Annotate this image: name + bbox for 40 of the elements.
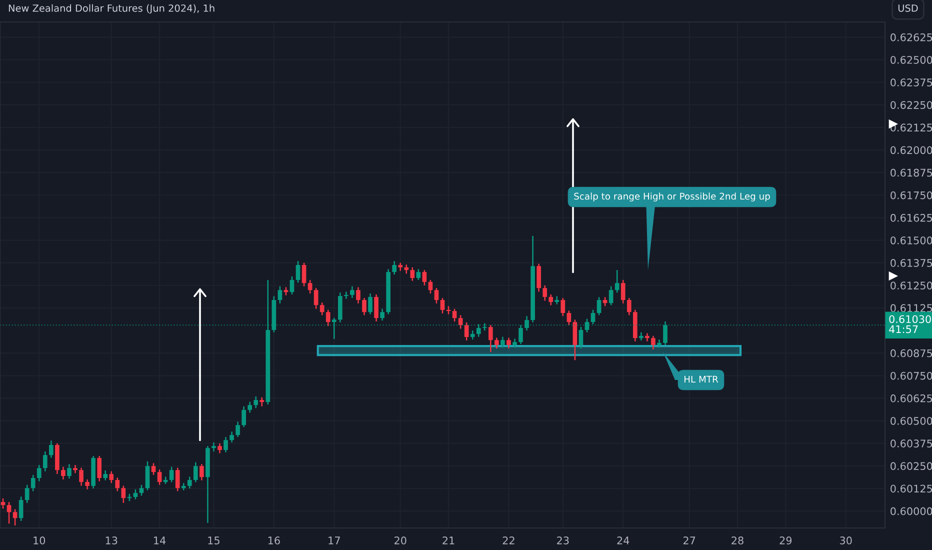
y-tick-label: 0.60000	[890, 507, 932, 516]
x-tick-label: 21	[442, 536, 454, 544]
y-tick-label: 0.61625	[890, 214, 932, 222]
annotation: HL MTR	[684, 376, 718, 383]
x-tick-label: 14	[154, 536, 166, 544]
x-tick-label: 28	[732, 536, 744, 544]
y-tick-label: 0.60250	[890, 462, 932, 470]
y-tick-label: 0.62250	[890, 101, 932, 109]
y-tick-label: 0.60125	[890, 484, 932, 493]
x-tick-label: 15	[208, 536, 220, 544]
x-tick-label: 20	[394, 536, 406, 544]
y-tick-label: 0.61125	[890, 304, 932, 312]
x-tick-label: 17	[328, 536, 340, 544]
text: USD	[898, 4, 918, 12]
x-tick-label: 22	[502, 536, 514, 544]
y-tick-label: 0.62625	[890, 33, 932, 42]
x-tick-label: 10	[34, 536, 46, 544]
y-tick-label: 0.62500	[890, 56, 932, 64]
x-tick-label: 29	[780, 536, 792, 544]
x-tick-label: 24	[617, 536, 630, 544]
x-tick-label: 27	[683, 536, 696, 544]
y-tick-label: 0.61375	[890, 259, 932, 267]
y-tick-label: 0.61250	[890, 282, 932, 290]
x-tick-label: 30	[840, 536, 852, 544]
chart-title: New Zealand Dollar Futures (Jun 2024), 1h	[8, 4, 214, 14]
x-tick-label: 16	[268, 536, 280, 544]
y-tick-label: 0.61875	[890, 168, 932, 177]
y-tick-label: 0.60875	[890, 349, 932, 358]
y-tick-label: 0.62375	[890, 78, 932, 86]
x-tick-label: 13	[106, 536, 118, 544]
x-tick-label: 23	[557, 536, 569, 544]
annotation: Scalp to range High or Possible 2nd Leg up	[574, 192, 770, 202]
y-tick-label: 0.61500	[890, 236, 932, 244]
y-tick-label: 0.60750	[890, 372, 932, 380]
y-tick-label: 0.60500	[890, 416, 932, 425]
y-tick-label: 0.62000	[890, 146, 932, 154]
ref-line-label: 0.61030 41:57	[889, 315, 931, 334]
y-tick-label: 0.60375	[890, 440, 932, 448]
y-tick-label: 0.60625	[890, 394, 932, 402]
y-tick-label: 0.61750	[890, 191, 932, 200]
